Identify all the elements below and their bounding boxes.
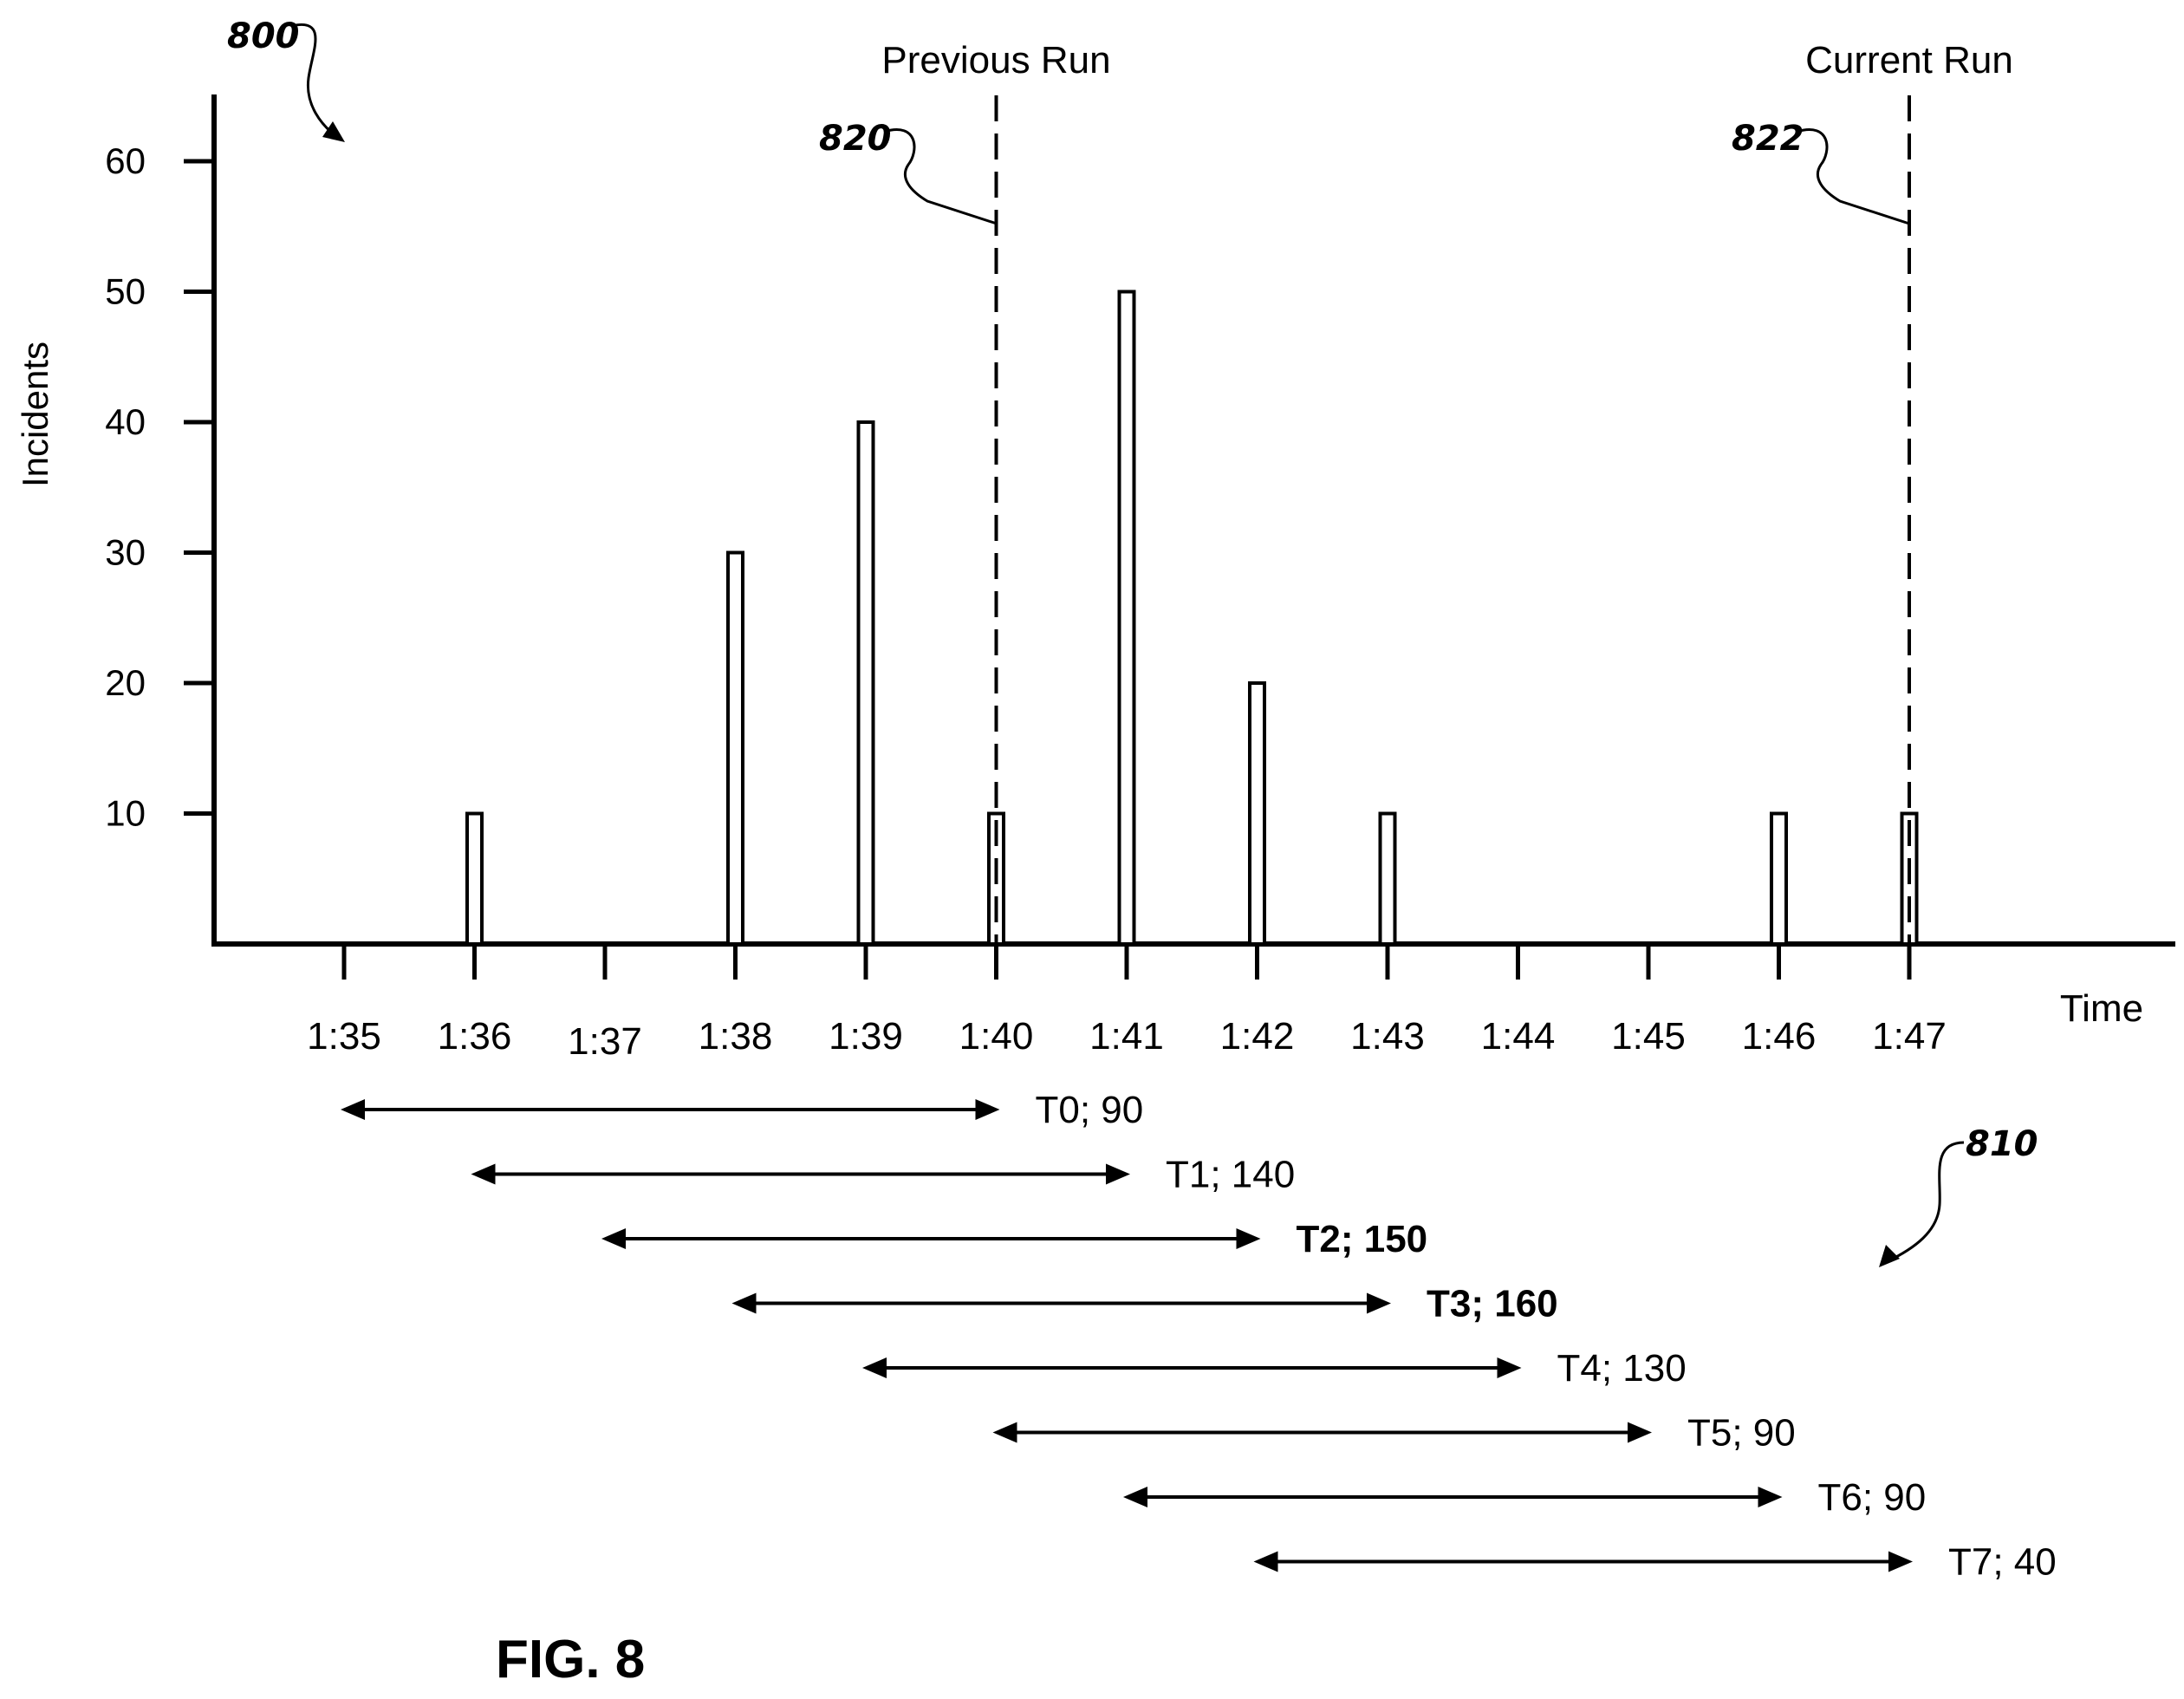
ref-810-label: 810 [1966, 1124, 2038, 1164]
window-arrowhead-right [1628, 1422, 1652, 1443]
y-axis-ticks: 10 20 30 40 50 60 [105, 140, 214, 834]
window-arrowhead-right [1497, 1357, 1522, 1378]
x-axis-title: Time [2060, 987, 2143, 1030]
window-arrowhead-left [471, 1163, 496, 1185]
window-label-T2: T2; 150 [1297, 1218, 1428, 1260]
window-label-T1: T1; 140 [1166, 1154, 1295, 1196]
window-arrowhead-left [862, 1357, 887, 1378]
window-label-T4: T4; 130 [1557, 1347, 1687, 1390]
window-label-T0: T0; 90 [1036, 1089, 1144, 1131]
bars [465, 290, 1919, 946]
figure-label: FIG. 8 [496, 1630, 645, 1689]
ref-800-arrowhead [322, 121, 345, 142]
window-label-T7: T7; 40 [1948, 1541, 2057, 1584]
ref-822-leader [1796, 128, 1910, 225]
bar-1:41 [1117, 290, 1136, 946]
bar-1:46 [1770, 811, 1788, 946]
ref-810-leader [1885, 1141, 1965, 1264]
bar-1:36 [465, 811, 484, 946]
ref-800-label: 800 [227, 16, 300, 56]
x-tick-label: 1:47 [1872, 1015, 1947, 1058]
window-arrowhead-left [341, 1099, 365, 1120]
ref-820-label: 820 [819, 119, 892, 159]
window-label-T5: T5; 90 [1687, 1412, 1796, 1455]
window-arrowhead-right [1106, 1163, 1130, 1185]
ref-820-leader [883, 128, 998, 225]
y-axis-title: Incidents [15, 342, 55, 487]
x-tick-label: 1:46 [1742, 1015, 1817, 1058]
ref-800-leader [290, 23, 341, 140]
x-tick-label: 1:40 [959, 1015, 1034, 1058]
window-label-T3: T3; 160 [1427, 1283, 1558, 1325]
run-marker-label: Current Run [1805, 39, 2013, 81]
window-arrowhead-left [601, 1228, 626, 1249]
x-tick-label: 1:44 [1481, 1015, 1556, 1058]
run-markers: Previous Run Current Run [881, 39, 2013, 949]
window-arrowhead-right [975, 1099, 1000, 1120]
y-tick-label: 20 [105, 662, 146, 703]
y-tick-label: 60 [105, 140, 146, 181]
window-arrowhead-right [1236, 1228, 1261, 1249]
x-tick-label: 1:39 [829, 1015, 903, 1058]
window-arrowhead-left [731, 1292, 757, 1314]
window-arrowhead-left [1253, 1551, 1278, 1572]
x-tick-label: 1:37 [568, 1020, 642, 1063]
window-arrowhead-right [1758, 1487, 1783, 1507]
x-tick-label: 1:45 [1611, 1015, 1686, 1058]
x-tick-label: 1:43 [1350, 1015, 1425, 1058]
x-axis-ticks: 1:35 1:36 1:37 1:38 1:39 1:40 1:41 1:42 1:43 1:44… [307, 944, 1947, 1063]
y-tick-label: 10 [105, 793, 146, 834]
ref-822-label: 822 [1732, 119, 1804, 159]
window-arrowhead-right [1367, 1292, 1391, 1314]
y-tick-label: 40 [105, 401, 146, 442]
window-arrowhead-left [992, 1422, 1017, 1443]
bar-1:43 [1378, 811, 1397, 946]
bar-1:42 [1248, 681, 1266, 946]
ref-810-arrowhead [1879, 1245, 1900, 1267]
x-tick-label: 1:41 [1089, 1015, 1164, 1058]
x-tick-label: 1:42 [1220, 1015, 1295, 1058]
y-tick-label: 30 [105, 532, 146, 573]
y-tick-label: 50 [105, 271, 146, 312]
x-tick-label: 1:35 [307, 1015, 381, 1058]
window-arrowhead-right [1888, 1551, 1913, 1572]
window-label-T6: T6; 90 [1818, 1476, 1927, 1519]
run-marker-label: Previous Run [881, 39, 1110, 81]
x-tick-label: 1:38 [699, 1015, 773, 1058]
x-tick-label: 1:36 [438, 1015, 512, 1058]
bar-1:38 [726, 550, 744, 946]
window-arrowhead-left [1123, 1487, 1147, 1507]
bar-1:39 [856, 420, 875, 946]
